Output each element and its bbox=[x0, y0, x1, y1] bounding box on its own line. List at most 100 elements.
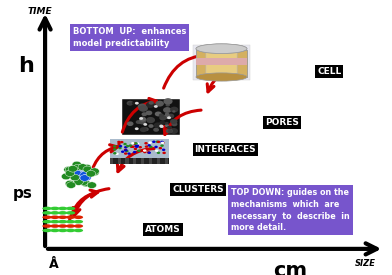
Circle shape bbox=[73, 164, 83, 171]
Circle shape bbox=[71, 174, 80, 180]
Bar bbox=[110, 158, 113, 164]
Circle shape bbox=[167, 115, 170, 118]
Circle shape bbox=[64, 166, 73, 173]
Circle shape bbox=[136, 142, 140, 145]
Circle shape bbox=[71, 172, 80, 179]
Ellipse shape bbox=[50, 216, 60, 219]
Bar bbox=[110, 139, 169, 164]
Circle shape bbox=[159, 115, 167, 120]
Circle shape bbox=[90, 169, 99, 176]
Text: CLUSTERS: CLUSTERS bbox=[172, 185, 224, 194]
Ellipse shape bbox=[66, 216, 75, 219]
Circle shape bbox=[74, 179, 83, 185]
Ellipse shape bbox=[58, 211, 67, 215]
Ellipse shape bbox=[50, 224, 60, 228]
Text: INTERFACES: INTERFACES bbox=[194, 145, 256, 154]
Circle shape bbox=[134, 142, 138, 145]
Circle shape bbox=[153, 128, 159, 132]
Ellipse shape bbox=[58, 229, 67, 232]
Text: SIZE: SIZE bbox=[355, 258, 376, 268]
Circle shape bbox=[157, 152, 160, 154]
Circle shape bbox=[131, 145, 135, 148]
Circle shape bbox=[170, 107, 178, 112]
Circle shape bbox=[159, 147, 162, 149]
Circle shape bbox=[86, 170, 96, 177]
Circle shape bbox=[65, 170, 75, 177]
Circle shape bbox=[148, 141, 152, 144]
Ellipse shape bbox=[196, 44, 247, 53]
Ellipse shape bbox=[74, 220, 83, 223]
Ellipse shape bbox=[74, 216, 83, 219]
Circle shape bbox=[154, 146, 158, 148]
Ellipse shape bbox=[50, 220, 60, 223]
Bar bbox=[149, 158, 152, 164]
Circle shape bbox=[73, 175, 83, 182]
Ellipse shape bbox=[74, 224, 83, 228]
Circle shape bbox=[171, 130, 175, 133]
Text: TIME: TIME bbox=[27, 7, 52, 16]
Circle shape bbox=[170, 119, 178, 124]
Circle shape bbox=[65, 180, 74, 187]
Circle shape bbox=[80, 175, 89, 181]
Circle shape bbox=[113, 145, 116, 148]
Circle shape bbox=[160, 125, 164, 128]
Circle shape bbox=[133, 142, 137, 145]
Ellipse shape bbox=[74, 229, 83, 232]
Circle shape bbox=[121, 150, 125, 153]
Circle shape bbox=[152, 141, 156, 143]
Circle shape bbox=[81, 170, 91, 177]
Circle shape bbox=[143, 123, 147, 126]
Circle shape bbox=[130, 145, 133, 148]
Circle shape bbox=[131, 142, 134, 144]
Circle shape bbox=[124, 152, 127, 155]
Circle shape bbox=[163, 114, 170, 119]
Text: CELL: CELL bbox=[317, 67, 341, 76]
Bar bbox=[165, 158, 168, 164]
Circle shape bbox=[142, 112, 147, 116]
Circle shape bbox=[132, 153, 135, 155]
Ellipse shape bbox=[58, 216, 67, 219]
Circle shape bbox=[159, 114, 164, 117]
Circle shape bbox=[146, 101, 155, 108]
Circle shape bbox=[62, 173, 71, 180]
Circle shape bbox=[143, 149, 147, 152]
Circle shape bbox=[124, 148, 127, 151]
Circle shape bbox=[87, 182, 96, 188]
Ellipse shape bbox=[66, 224, 75, 228]
Bar bbox=[141, 158, 144, 164]
Circle shape bbox=[147, 144, 151, 147]
Circle shape bbox=[170, 128, 178, 134]
Circle shape bbox=[79, 171, 89, 177]
Bar bbox=[196, 58, 247, 65]
Circle shape bbox=[167, 116, 171, 119]
Circle shape bbox=[125, 150, 129, 152]
Circle shape bbox=[120, 141, 123, 143]
Circle shape bbox=[155, 111, 162, 116]
Circle shape bbox=[129, 144, 132, 147]
Circle shape bbox=[135, 145, 139, 148]
Text: cm: cm bbox=[273, 261, 307, 275]
Circle shape bbox=[140, 127, 147, 132]
Bar bbox=[206, 51, 237, 76]
Circle shape bbox=[171, 122, 178, 126]
Circle shape bbox=[163, 107, 171, 113]
Text: PORES: PORES bbox=[265, 118, 299, 127]
Circle shape bbox=[146, 117, 155, 123]
Bar bbox=[110, 158, 169, 164]
Circle shape bbox=[85, 170, 95, 177]
Circle shape bbox=[70, 174, 80, 181]
Circle shape bbox=[145, 145, 148, 148]
Ellipse shape bbox=[42, 207, 52, 210]
Circle shape bbox=[149, 146, 152, 148]
Circle shape bbox=[81, 174, 91, 181]
Circle shape bbox=[83, 166, 93, 173]
Circle shape bbox=[87, 169, 96, 175]
Circle shape bbox=[72, 170, 82, 177]
Circle shape bbox=[165, 124, 169, 127]
Circle shape bbox=[124, 149, 127, 152]
Ellipse shape bbox=[50, 229, 60, 232]
Bar bbox=[122, 99, 180, 135]
Circle shape bbox=[131, 102, 135, 105]
Circle shape bbox=[90, 168, 99, 174]
Circle shape bbox=[138, 119, 146, 125]
